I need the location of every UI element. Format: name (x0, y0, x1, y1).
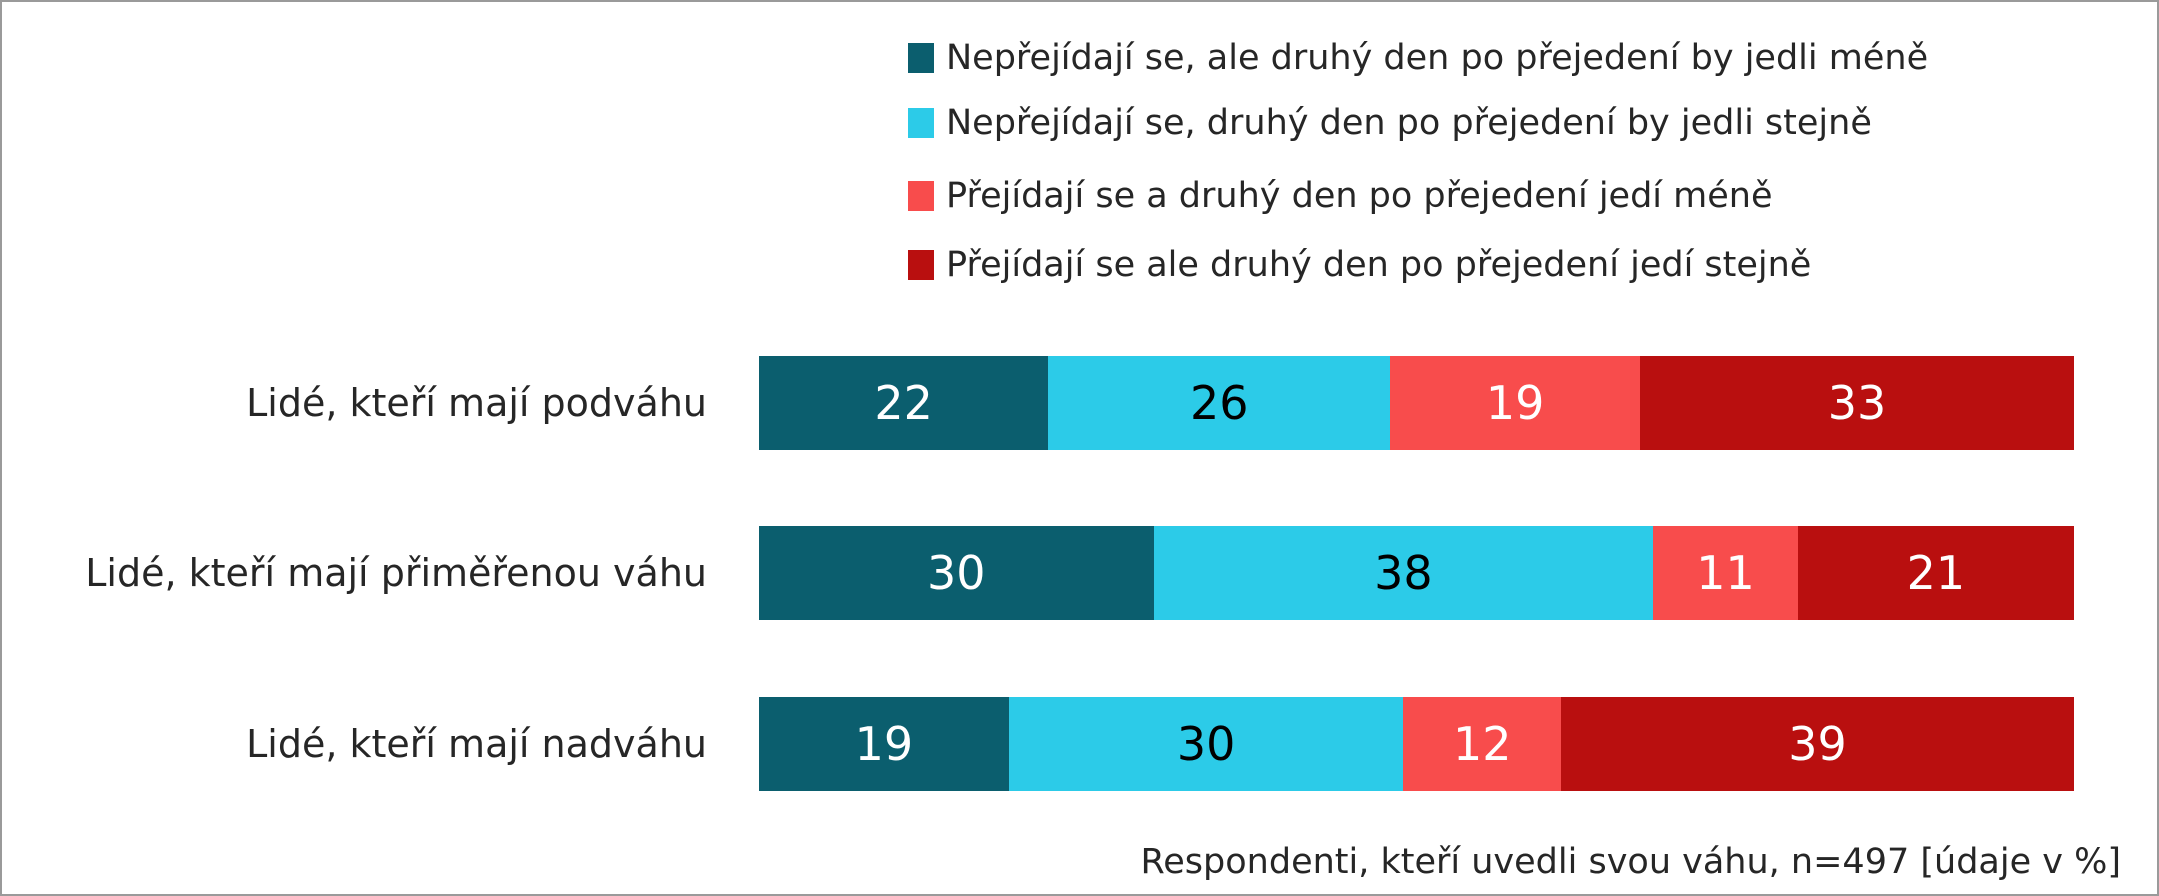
legend-item: Přejídají se ale druhý den po přejedení … (908, 245, 1811, 285)
data-label: 33 (1827, 376, 1887, 430)
legend-item: Nepřejídají se, ale druhý den po přejede… (908, 38, 1928, 78)
legend-swatch (908, 181, 934, 211)
legend-label: Nepřejídají se, druhý den po přejedení b… (946, 103, 1872, 143)
data-label: 30 (1176, 717, 1236, 771)
data-label: 30 (926, 546, 986, 600)
bar-row: 30 38 11 21 (759, 526, 2074, 620)
legend-swatch (908, 250, 934, 280)
bar-segment: 19 (759, 697, 1009, 791)
legend-label: Nepřejídají se, ale druhý den po přejede… (946, 38, 1929, 78)
data-label: 22 (874, 376, 933, 430)
data-label: 26 (1189, 376, 1249, 430)
category-label: Lidé, kteří mají nadváhu (246, 722, 707, 766)
category-label: Lidé, kteří mají podváhu (246, 381, 707, 425)
bar-row: 19 30 12 39 (759, 697, 2074, 791)
bar-row: 22 26 19 33 (759, 356, 2074, 450)
bar-segment: 30 (1008, 697, 1404, 791)
bar-segment: 38 (1153, 526, 1654, 620)
bar-segment: 26 (1048, 356, 1391, 450)
category-label: Lidé, kteří mají přiměřenou váhu (85, 551, 707, 595)
legend-item: Nepřejídají se, druhý den po přejedení b… (908, 103, 1872, 143)
bar-segment: 19 (1390, 356, 1641, 450)
data-label: 39 (1788, 717, 1847, 771)
bar-segment: 12 (1403, 697, 1562, 791)
bar-segment: 39 (1561, 697, 2074, 791)
data-label: 38 (1374, 546, 1433, 600)
data-label: 19 (854, 717, 914, 771)
legend-swatch (908, 108, 934, 138)
bar-segment: 22 (759, 356, 1049, 450)
bar-segment: 30 (759, 526, 1154, 620)
legend-item: Přejídají se a druhý den po přejedení je… (908, 176, 1773, 216)
bar-segment: 33 (1640, 356, 2074, 450)
legend-label: Přejídají se a druhý den po přejedení je… (946, 176, 1773, 216)
data-label: 11 (1696, 546, 1755, 600)
data-label: 21 (1906, 546, 1966, 600)
footnote: Respondenti, kteří uvedli svou váhu, n=4… (1140, 842, 2121, 882)
legend-swatch (908, 43, 934, 73)
bar-segment: 11 (1653, 526, 1798, 620)
bar-segment: 21 (1797, 526, 2074, 620)
legend-label: Přejídají se ale druhý den po přejedení … (946, 245, 1812, 285)
data-label: 19 (1485, 376, 1545, 430)
data-label: 12 (1452, 717, 1512, 771)
